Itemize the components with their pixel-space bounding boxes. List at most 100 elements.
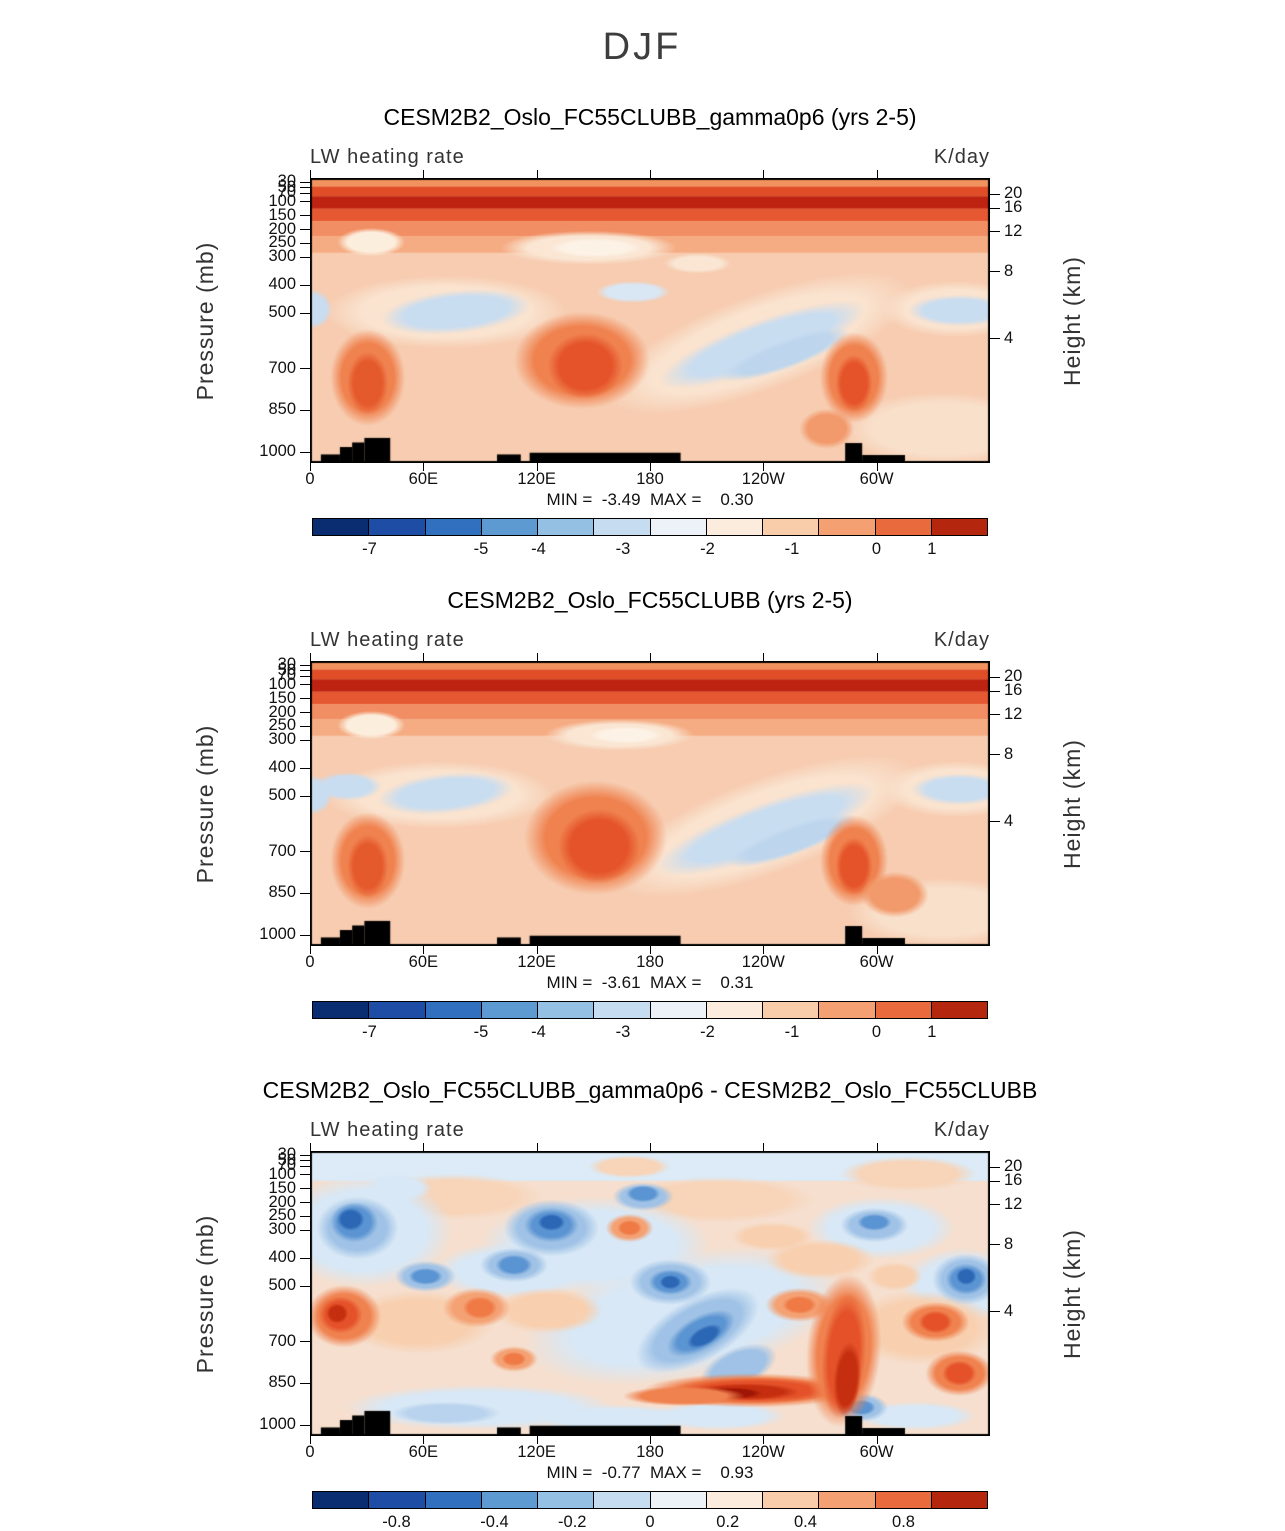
colorbar-box — [763, 1492, 820, 1508]
longitude-tick-mark-bottom — [763, 1436, 765, 1444]
height-tick-mark — [990, 690, 1000, 692]
longitude-tick-mark-top — [876, 653, 878, 661]
colorbar-tick-label: 0 — [871, 540, 882, 558]
pressure-tick-mark — [300, 242, 310, 244]
longitude-tick-mark-top — [763, 170, 765, 178]
pressure-tick-mark — [300, 1154, 310, 1156]
colorbar-box — [931, 519, 987, 535]
pressure-tick-mark — [300, 181, 310, 183]
colorbar-labels: -0.8 -0.4 -0.2 0 0.2 0.4 0.8 — [312, 1513, 988, 1531]
colorbar-box — [313, 1002, 370, 1018]
height-tick-label: 12 — [1004, 221, 1023, 240]
colorbar-tick-label: -3 — [615, 540, 631, 558]
colorbar-box — [650, 1002, 707, 1018]
height-tick-label: 20 — [1004, 1157, 1023, 1176]
height-tick-mark — [990, 231, 1000, 233]
height-tick-mark — [990, 207, 1000, 209]
colorbar-box — [425, 1492, 482, 1508]
colorbar-box — [538, 1492, 595, 1508]
pressure-tick-mark — [300, 675, 310, 677]
colorbar-tick-label: -4 — [531, 1023, 546, 1041]
colorbar-tick-label: -0.8 — [382, 1513, 411, 1531]
longitude-tick-mark-bottom — [310, 946, 311, 954]
figure-title: DJF — [602, 26, 682, 68]
colorbar-box — [819, 519, 876, 535]
colorbar-box — [763, 1002, 820, 1018]
pressure-tick-label: 400 — [268, 758, 296, 777]
pressure-tick-label: 50 — [277, 1150, 296, 1169]
pressure-tick-mark — [300, 409, 310, 411]
longitude-tick-label: 120W — [741, 1443, 785, 1461]
pressure-tick-mark — [300, 670, 310, 672]
colorbar-labels: -7 -5 -4 -3 -2 -1 0 1 — [312, 540, 988, 560]
pressure-tick-label: 1000 — [259, 925, 296, 944]
colorbar-tick-label: -0.2 — [558, 1513, 587, 1531]
pressure-tick-mark — [300, 892, 310, 894]
colorbar-tick-label: -5 — [473, 540, 489, 558]
pressure-tick-label: 200 — [268, 219, 296, 238]
longitude-tick-label: 180 — [636, 1443, 664, 1461]
height-tick-label: 4 — [1004, 811, 1014, 830]
pressure-tick-label: 50 — [277, 660, 296, 679]
plot-frame: 30 50 70 100 150 200 250 300 400 500 700 850 1000 20 1… — [259, 1143, 1022, 1461]
longitude-tick-mark-bottom — [423, 946, 425, 954]
colorbar-box — [425, 1002, 482, 1018]
pressure-tick-label: 30 — [277, 655, 296, 674]
longitude-tick-mark-top — [763, 653, 765, 661]
longitude-tick-mark-bottom — [536, 463, 538, 471]
longitude-tick-mark-bottom — [423, 1436, 425, 1444]
height-tick-mark — [990, 193, 1000, 195]
pressure-tick-label: 70 — [277, 183, 296, 202]
colorbar-box — [931, 1492, 987, 1508]
pressure-tick-label: 250 — [268, 233, 296, 252]
colorbar-box — [369, 519, 426, 535]
colorbar-box — [763, 519, 820, 535]
contour-field-canvas — [310, 178, 990, 463]
colorbar — [312, 1001, 988, 1019]
field-row: LW heating rate K/day — [310, 629, 990, 652]
pressure-tick-label: 1000 — [259, 1415, 296, 1434]
pressure-tick-mark — [300, 739, 310, 741]
pressure-tick-label: 150 — [268, 205, 296, 224]
pressure-tick-mark — [300, 201, 310, 203]
pressure-axis-label: Pressure (mb) — [192, 724, 218, 884]
height-tick-mark — [990, 1166, 1000, 1168]
pressure-tick-label: 250 — [268, 1206, 296, 1225]
pressure-tick-mark — [300, 187, 310, 189]
longitude-tick-label: 60W — [859, 953, 894, 971]
height-tick-label: 4 — [1004, 1301, 1014, 1320]
units-label: K/day — [933, 629, 990, 651]
pressure-tick-mark — [300, 229, 310, 230]
longitude-tick-mark-bottom — [536, 1436, 538, 1444]
pressure-tick-mark — [300, 664, 310, 666]
units-label: K/day — [933, 1119, 990, 1141]
height-tick-label: 8 — [1004, 1234, 1014, 1253]
pressure-tick-label: 250 — [268, 716, 296, 735]
longitude-tick-label: 60E — [408, 470, 439, 488]
colorbar-box — [875, 519, 932, 535]
longitude-tick-mark-bottom — [763, 463, 765, 471]
longitude-tick-mark-top — [763, 1143, 765, 1151]
longitude-tick-mark-bottom — [310, 1436, 311, 1444]
min-max-stats: MIN = -0.77 MAX = 0.93 — [546, 1463, 754, 1482]
pressure-axis-label: Pressure (mb) — [192, 241, 218, 401]
colorbar-tick-label: -5 — [473, 1023, 489, 1041]
longitude-tick-mark-bottom — [650, 1436, 651, 1444]
colorbar-tick-label: -7 — [362, 540, 377, 558]
longitude-tick-mark-bottom — [423, 463, 425, 471]
pressure-tick-label: 30 — [277, 172, 296, 191]
field-row: LW heating rate K/day — [310, 1119, 990, 1142]
longitude-tick-mark-bottom — [763, 946, 765, 954]
field-label: LW heating rate — [310, 1119, 465, 1141]
field-row: LW heating rate K/day — [310, 146, 990, 169]
pressure-tick-label: 300 — [268, 1220, 296, 1239]
height-tick-label: 16 — [1004, 681, 1023, 700]
pressure-tick-label: 100 — [268, 1164, 296, 1183]
panel-control: CESM2B2_Oslo_FC55CLUBB (yrs 2-5) LW heat… — [0, 587, 1285, 1057]
pressure-tick-mark — [300, 767, 310, 769]
longitude-tick-mark-top — [536, 1143, 538, 1151]
colorbar-tick-label: 0 — [871, 1023, 882, 1041]
pressure-tick-mark — [300, 1257, 310, 1259]
colorbar-labels: -7 -5 -4 -3 -2 -1 0 1 — [312, 1023, 988, 1043]
height-axis-label: Height (km) — [1059, 256, 1085, 386]
